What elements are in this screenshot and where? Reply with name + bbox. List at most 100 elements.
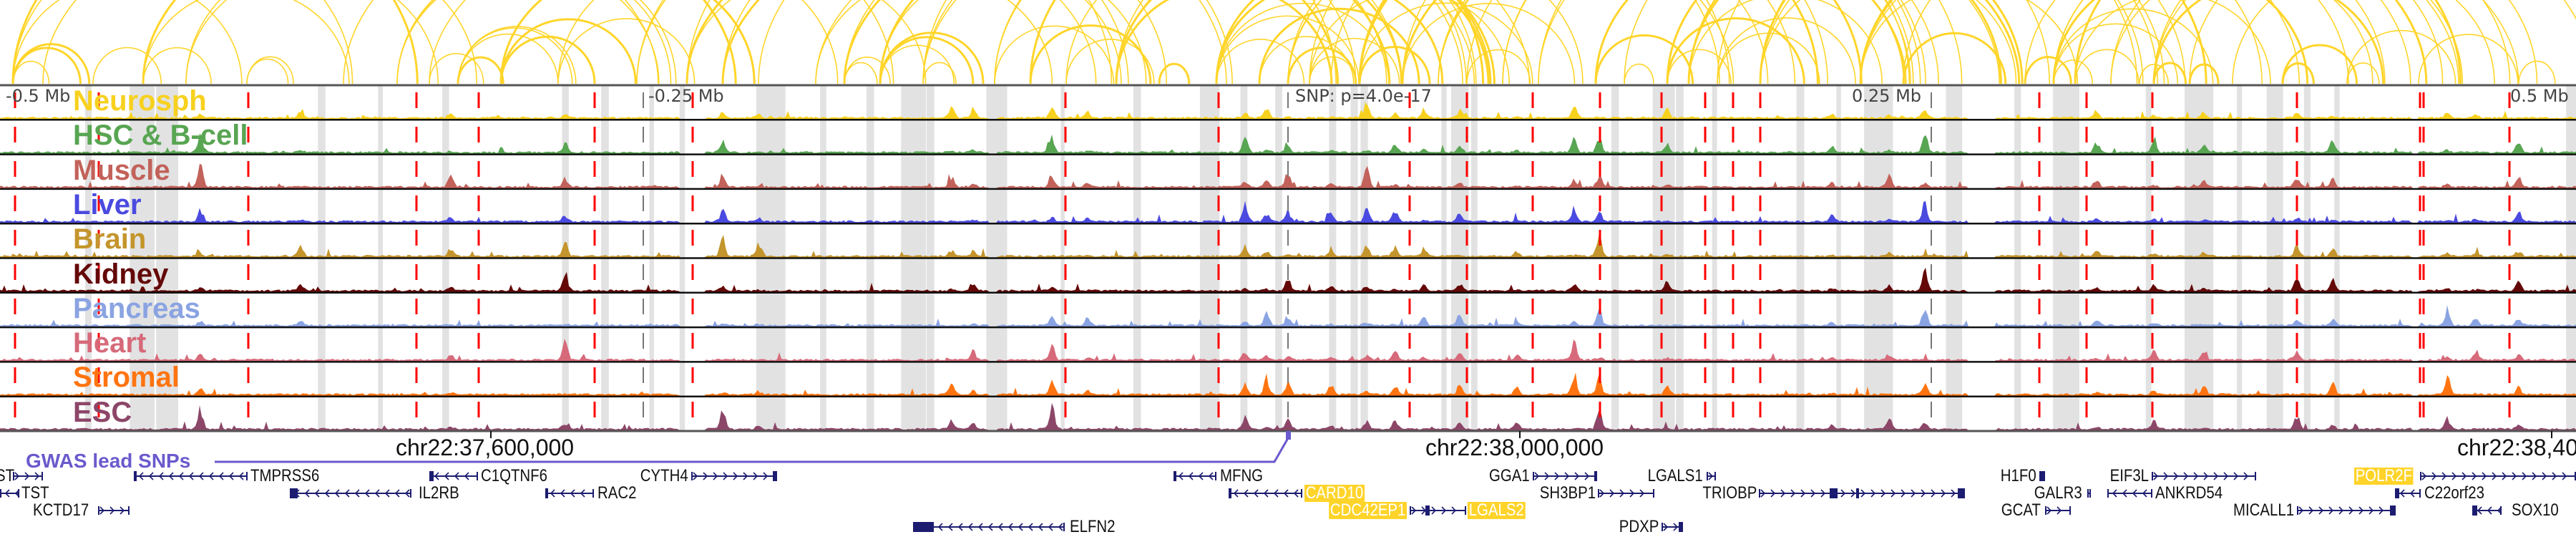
gene-label-st[interactable]: ST (0, 466, 15, 485)
loop-arc (922, 62, 957, 84)
gene-label-cdc42ep1[interactable]: CDC42EP1 (1329, 500, 1407, 520)
axis-label-0-25mb: 0.25 Mb (1852, 86, 1922, 106)
strand-reverse-icon (987, 523, 993, 531)
gene-model-pdxp[interactable] (1662, 522, 1683, 532)
gene-label-elfn2[interactable]: ELFN2 (1070, 517, 1116, 536)
gene-model-tst[interactable] (0, 489, 20, 498)
strand-forward-icon (34, 472, 40, 480)
exon-block (290, 488, 298, 498)
strand-reverse-icon (334, 489, 340, 498)
gene-label-lgals2[interactable]: LGALS2 (1468, 500, 1526, 520)
gene-model-c22orf23[interactable] (2395, 488, 2421, 498)
gene-model-elfn2[interactable] (913, 522, 1065, 532)
strand-reverse-icon (977, 523, 983, 531)
strand-forward-icon (1810, 489, 1816, 498)
exon-block (1425, 505, 1430, 516)
signal-muscle (0, 163, 2576, 188)
gene-label-c1qtnf6[interactable]: C1QTNF6 (481, 466, 547, 485)
gene-label-kctd17[interactable]: KCTD17 (33, 500, 89, 520)
gene-model-gga1[interactable] (1533, 471, 1597, 481)
gene-label-gcat[interactable]: GCAT (2001, 500, 2041, 520)
strand-reverse-icon (2142, 489, 2147, 498)
loop-arc (185, 0, 439, 84)
loop-arc (1158, 62, 1191, 84)
gene-model-lgals1[interactable] (1707, 472, 1716, 480)
strand-reverse-icon (947, 523, 953, 531)
strand-reverse-icon (138, 472, 144, 480)
gene-model-sh3bp1[interactable] (1598, 489, 1654, 498)
strand-reverse-icon (1028, 523, 1033, 531)
gene-label-cyth4[interactable]: CYTH4 (640, 466, 688, 485)
gene-model-cyth4[interactable] (691, 471, 777, 481)
gene-label-tst[interactable]: TST (21, 483, 49, 503)
track-label-heart: Heart (73, 327, 147, 359)
gene-label-sh3bp1[interactable]: SH3BP1 (1539, 483, 1596, 503)
gene-label-mfng[interactable]: MFNG (1220, 466, 1264, 485)
exon-block (773, 471, 777, 481)
gene-label-galr3[interactable]: GALR3 (2034, 483, 2082, 503)
gene-model-h1f0[interactable] (2039, 471, 2045, 481)
gene-model-eif3l[interactable] (2152, 472, 2256, 480)
gene-label-lgals1[interactable]: LGALS1 (1647, 466, 1703, 485)
gene-model-ankrd54[interactable] (2107, 489, 2152, 498)
gene-model-cdc42ep1[interactable] (1410, 505, 1466, 516)
gene-label-rac2[interactable]: RAC2 (597, 483, 637, 503)
strand-forward-icon (14, 472, 20, 480)
gene-model-st[interactable] (13, 472, 43, 480)
gene-label-ankrd54[interactable]: ANKRD54 (2155, 483, 2223, 503)
track-label-muscle: Muscle (73, 154, 170, 186)
gene-model-kctd17[interactable] (98, 506, 130, 515)
strand-forward-icon (703, 472, 708, 480)
gene-model-polr2f[interactable] (2420, 472, 2576, 480)
loop-arc (12, 0, 243, 84)
gene-model-galr3[interactable] (2087, 489, 2091, 498)
loop-arc (1287, 0, 1584, 84)
strand-reverse-icon (2132, 489, 2137, 498)
gene-model-mfng[interactable] (1174, 471, 1216, 481)
gwas-snp-marker[interactable] (1286, 431, 1291, 440)
coordinate-label-37600000: chr22:37,600,000 (396, 435, 575, 460)
gene-label-h1f0[interactable]: H1F0 (2001, 466, 2036, 485)
gene-label-triobp[interactable]: TRIOBP (1702, 483, 1757, 503)
gene-label-il2rb[interactable]: IL2RB (419, 483, 459, 503)
gene-label-tmprss6[interactable]: TMPRSS6 (250, 466, 320, 485)
loop-arc (1666, 0, 2002, 84)
gene-model-gcat[interactable] (2045, 506, 2071, 515)
gene-model-card10[interactable] (1229, 488, 1302, 498)
strand-forward-icon (1870, 489, 1876, 498)
gene-model-rac2[interactable] (545, 488, 594, 498)
loop-arc (92, 47, 162, 84)
loop-arc (1402, 3, 1576, 84)
exon-block (1856, 488, 1859, 498)
loop-arc (686, 0, 927, 84)
strand-reverse-icon (168, 472, 174, 480)
gene-label-sox10[interactable]: SOX10 (2512, 500, 2559, 520)
gene-model-micall1[interactable] (2297, 505, 2396, 516)
exon-block (2395, 488, 2399, 498)
track-label-esc: ESC (73, 396, 132, 428)
strand-reverse-icon (1008, 523, 1013, 531)
gene-label-pdxp[interactable]: PDXP (1619, 517, 1659, 536)
gene-label-polr2f[interactable]: POLR2F (2354, 466, 2414, 485)
gene-model-sox10[interactable] (2472, 505, 2502, 516)
gene-label-c22orf23[interactable]: C22orf23 (2424, 483, 2484, 503)
gene-model-tmprss6[interactable] (134, 471, 248, 481)
loop-arc (1330, 0, 1720, 84)
strand-reverse-icon (208, 472, 214, 480)
strand-reverse-icon (384, 489, 390, 498)
loop-arc (1688, 0, 1883, 84)
gene-model-il2rb[interactable] (290, 488, 411, 498)
strand-reverse-icon (1188, 472, 1194, 480)
strand-forward-icon (2431, 472, 2437, 480)
gene-label-gga1[interactable]: GGA1 (1489, 466, 1530, 485)
gene-model-c1qtnf6[interactable] (429, 471, 478, 481)
strand-forward-icon (1941, 489, 1946, 498)
gene-model-triobp[interactable] (1759, 488, 1965, 498)
strand-forward-icon (1451, 506, 1457, 515)
strand-forward-icon (2368, 506, 2374, 515)
gene-label-micall1[interactable]: MICALL1 (2233, 500, 2294, 520)
strand-reverse-icon (444, 472, 449, 480)
gene-label-card10[interactable]: CARD10 (1304, 483, 1365, 503)
gene-label-eif3l[interactable]: EIF3L (2109, 466, 2149, 485)
loop-arc (1666, 17, 1805, 84)
